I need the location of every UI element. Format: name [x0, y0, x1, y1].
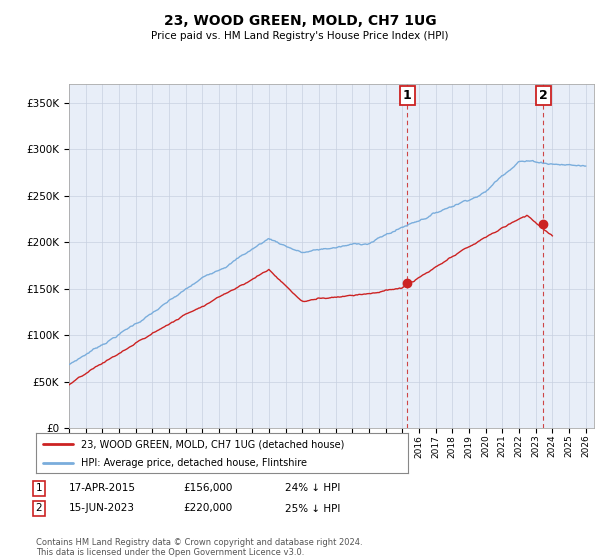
Text: 1: 1 [35, 483, 43, 493]
Text: 2: 2 [539, 89, 548, 102]
Text: £156,000: £156,000 [183, 483, 232, 493]
Text: 1: 1 [403, 89, 412, 102]
Text: 23, WOOD GREEN, MOLD, CH7 1UG (detached house): 23, WOOD GREEN, MOLD, CH7 1UG (detached … [80, 439, 344, 449]
Text: £220,000: £220,000 [183, 503, 232, 514]
Text: Price paid vs. HM Land Registry's House Price Index (HPI): Price paid vs. HM Land Registry's House … [151, 31, 449, 41]
Text: 23, WOOD GREEN, MOLD, CH7 1UG: 23, WOOD GREEN, MOLD, CH7 1UG [164, 14, 436, 28]
Text: 15-JUN-2023: 15-JUN-2023 [69, 503, 135, 514]
Text: Contains HM Land Registry data © Crown copyright and database right 2024.
This d: Contains HM Land Registry data © Crown c… [36, 538, 362, 557]
Text: HPI: Average price, detached house, Flintshire: HPI: Average price, detached house, Flin… [80, 458, 307, 468]
Text: 25% ↓ HPI: 25% ↓ HPI [285, 503, 340, 514]
Text: 2: 2 [35, 503, 43, 514]
Text: 24% ↓ HPI: 24% ↓ HPI [285, 483, 340, 493]
Text: 17-APR-2015: 17-APR-2015 [69, 483, 136, 493]
